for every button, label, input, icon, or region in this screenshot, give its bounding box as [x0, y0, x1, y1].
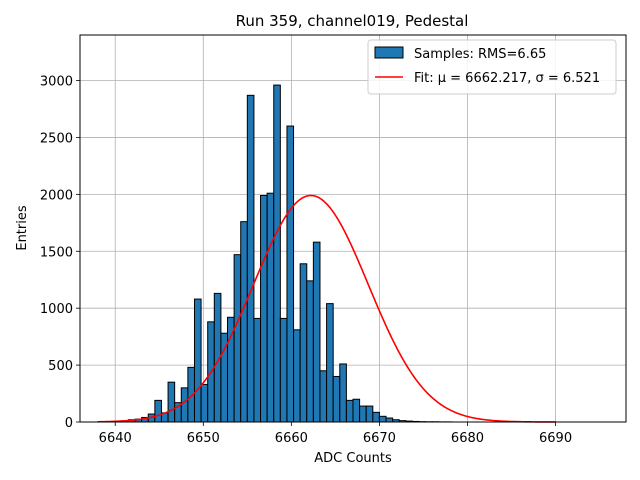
y-tick-label: 0: [65, 416, 73, 431]
x-tick-label: 6650: [187, 431, 220, 446]
histogram-bar: [279, 317, 288, 423]
x-tick-label: 6640: [99, 431, 132, 446]
histogram-bar: [306, 280, 314, 423]
histogram-bar: [253, 317, 262, 423]
fit-curve-group: [97, 194, 556, 423]
legend-box: [367, 39, 617, 95]
histogram-bar: [345, 399, 354, 423]
y-tick-label: 500: [48, 359, 73, 374]
histogram-bar: [167, 381, 176, 423]
histogram-bar: [339, 363, 347, 423]
histogram-bars: [114, 84, 453, 423]
histogram-bar: [326, 303, 334, 423]
histogram-bar: [266, 192, 275, 423]
y-axis-label: Entries: [15, 205, 30, 251]
histogram-bar: [372, 411, 380, 423]
x-tick-label: 6690: [539, 431, 572, 446]
chart-title: Run 359, channel019, Pedestal: [236, 12, 469, 30]
histogram-bar: [385, 417, 394, 423]
y-tick-label: 1000: [40, 302, 73, 317]
y-tick-label: 1500: [40, 245, 73, 260]
plot-frame: [79, 34, 627, 423]
histogram-bar: [273, 84, 281, 423]
histogram-bar: [359, 405, 367, 423]
histogram-bar: [299, 263, 308, 423]
histogram-bar: [260, 194, 268, 423]
axis-ticks: 6640 6650 6660 6670 6680 6690 0 500 1000 1500 2000…: [40, 75, 572, 446]
histogram-bar: [319, 370, 328, 423]
legend-fit-label: Fit: μ = 6662.217, σ = 6.521: [414, 71, 600, 86]
histogram-bar: [332, 375, 341, 423]
fit-curve: [97, 194, 556, 423]
x-tick-label: 6670: [363, 431, 396, 446]
histogram-bar: [233, 254, 242, 423]
histogram-bar: [352, 398, 361, 423]
histogram-bar: [286, 125, 295, 423]
x-tick-label: 6660: [275, 431, 308, 446]
legend-samples-label: Samples: RMS=6.65: [414, 47, 546, 62]
histogram-bar: [246, 94, 255, 423]
y-tick-label: 2500: [40, 131, 73, 146]
x-tick-label: 6680: [451, 431, 484, 446]
histogram-bar: [240, 221, 248, 423]
legend-samples-swatch: [374, 46, 404, 59]
legend: Samples: RMS=6.65 Fit: μ = 6662.217, σ =…: [367, 39, 617, 95]
histogram-bar: [154, 399, 162, 423]
y-tick-label: 3000: [40, 75, 73, 90]
histogram-bar: [193, 298, 202, 423]
histogram-bar: [312, 241, 321, 423]
histogram-bar: [180, 387, 189, 423]
histogram-bar: [378, 415, 387, 423]
histogram-bar: [365, 405, 374, 423]
y-tick-label: 2000: [40, 188, 73, 203]
histogram-bar: [293, 329, 301, 423]
x-axis-label: ADC Counts: [314, 451, 392, 466]
histogram-bar: [200, 383, 209, 423]
